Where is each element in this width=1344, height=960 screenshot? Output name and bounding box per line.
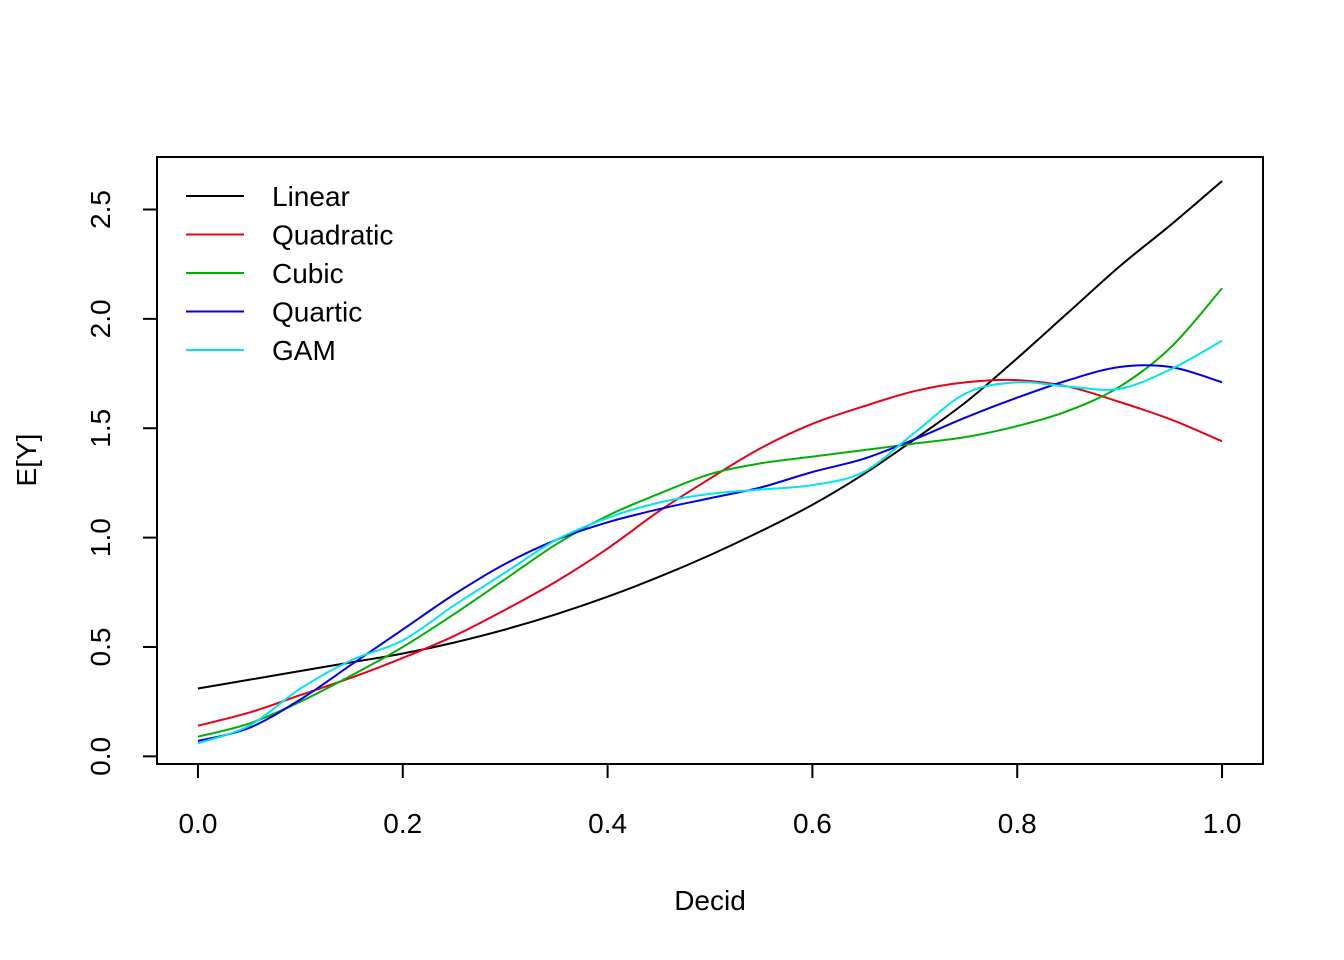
y-tick-label: 2.0 bbox=[85, 299, 116, 338]
series-line-gam bbox=[197, 339, 1223, 745]
legend-label: GAM bbox=[272, 335, 336, 366]
legend-item-cubic: Cubic bbox=[186, 258, 344, 289]
y-tick-label: 0.5 bbox=[85, 628, 116, 667]
y-tick-label: 1.0 bbox=[85, 518, 116, 557]
legend: Linear Quadratic Cubic Quartic GAM bbox=[186, 181, 393, 366]
x-tick-label: 0.8 bbox=[998, 808, 1037, 839]
legend-label: Quartic bbox=[272, 297, 362, 328]
legend-item-linear: Linear bbox=[186, 181, 350, 212]
y-axis-label: E[Y] bbox=[11, 434, 42, 487]
legend-item-quadratic: Quadratic bbox=[186, 220, 393, 251]
series-line-cubic bbox=[197, 287, 1223, 738]
y-tick-label: 2.5 bbox=[85, 190, 116, 229]
x-tick-label: 0.0 bbox=[178, 808, 217, 839]
legend-label: Linear bbox=[272, 181, 350, 212]
x-tick-label: 0.4 bbox=[588, 808, 627, 839]
series-line-linear bbox=[197, 180, 1223, 690]
y-tick-label: 1.5 bbox=[85, 409, 116, 448]
legend-item-quartic: Quartic bbox=[186, 297, 362, 328]
x-tick-label: 1.0 bbox=[1203, 808, 1242, 839]
x-tick-label: 0.2 bbox=[383, 808, 422, 839]
y-axis: 0.0 0.5 1.0 1.5 2.0 2.5 bbox=[85, 190, 158, 776]
x-axis: 0.0 0.2 0.4 0.6 0.8 1.0 bbox=[178, 763, 1242, 839]
legend-label: Quadratic bbox=[272, 220, 393, 251]
legend-label: Cubic bbox=[272, 258, 344, 289]
y-tick-label: 0.0 bbox=[85, 737, 116, 776]
series-lines bbox=[197, 180, 1223, 745]
legend-item-gam: GAM bbox=[186, 335, 336, 366]
x-tick-label: 0.6 bbox=[793, 808, 832, 839]
series-line-quadratic bbox=[197, 378, 1223, 727]
series-line-quartic bbox=[197, 364, 1223, 742]
x-axis-label: Decid bbox=[674, 885, 746, 916]
